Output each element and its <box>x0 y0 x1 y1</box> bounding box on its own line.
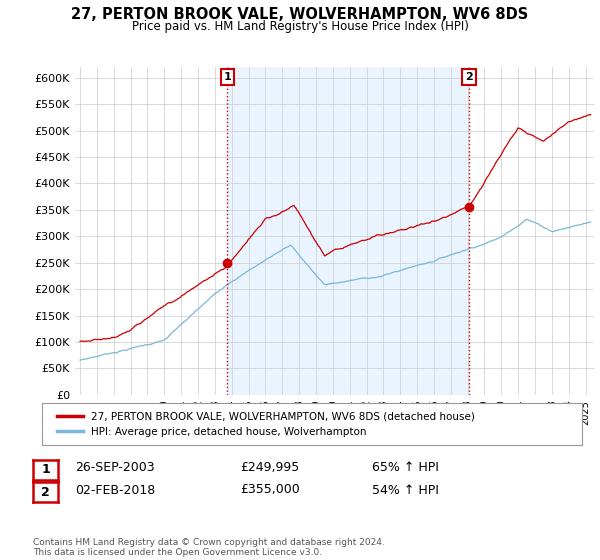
Text: 1: 1 <box>41 463 50 477</box>
Text: £249,995: £249,995 <box>240 461 299 474</box>
Text: 2: 2 <box>41 486 50 499</box>
Text: 27, PERTON BROOK VALE, WOLVERHAMPTON, WV6 8DS: 27, PERTON BROOK VALE, WOLVERHAMPTON, WV… <box>71 7 529 22</box>
Text: 54% ↑ HPI: 54% ↑ HPI <box>372 483 439 497</box>
Legend: 27, PERTON BROOK VALE, WOLVERHAMPTON, WV6 8DS (detached house), HPI: Average pri: 27, PERTON BROOK VALE, WOLVERHAMPTON, WV… <box>53 408 479 441</box>
Text: 1: 1 <box>223 72 231 82</box>
Text: 65% ↑ HPI: 65% ↑ HPI <box>372 461 439 474</box>
Text: 2: 2 <box>465 72 473 82</box>
Text: £355,000: £355,000 <box>240 483 300 497</box>
Bar <box>227 67 469 395</box>
Text: 26-SEP-2003: 26-SEP-2003 <box>75 461 155 474</box>
Text: Price paid vs. HM Land Registry's House Price Index (HPI): Price paid vs. HM Land Registry's House … <box>131 20 469 32</box>
Text: 02-FEB-2018: 02-FEB-2018 <box>75 483 155 497</box>
Text: Contains HM Land Registry data © Crown copyright and database right 2024.
This d: Contains HM Land Registry data © Crown c… <box>33 538 385 557</box>
